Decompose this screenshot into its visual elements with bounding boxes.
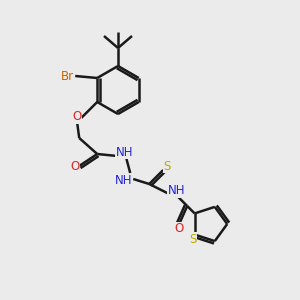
- Text: O: O: [73, 110, 82, 124]
- Text: O: O: [70, 160, 80, 173]
- Text: NH: NH: [116, 146, 133, 158]
- Text: Br: Br: [61, 70, 74, 83]
- Text: NH: NH: [167, 184, 185, 197]
- Text: S: S: [189, 233, 196, 246]
- Text: S: S: [164, 160, 171, 172]
- Text: O: O: [175, 223, 184, 236]
- Text: NH: NH: [115, 175, 132, 188]
